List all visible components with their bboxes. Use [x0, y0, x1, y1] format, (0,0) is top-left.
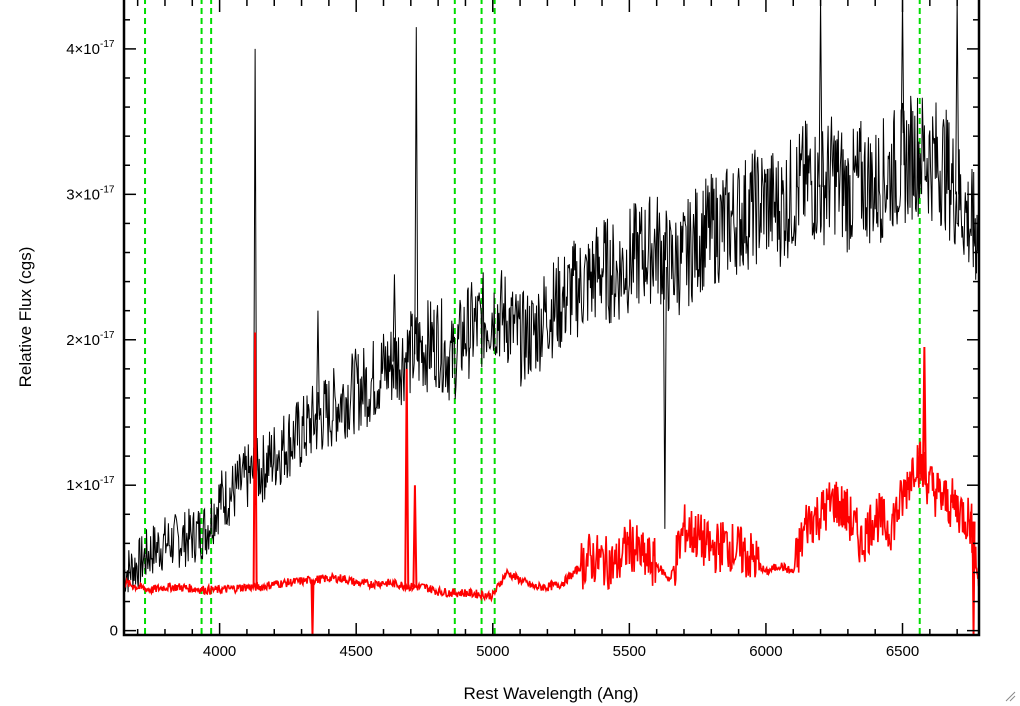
resize-grip-icon[interactable]	[1004, 690, 1016, 702]
series-1-spike-3	[921, 347, 927, 486]
x-axis-title: Rest Wavelength (Ang)	[463, 684, 638, 703]
y-tick-label: 2×10	[66, 332, 100, 349]
y-tick-exponent: -17	[100, 39, 115, 50]
y-tick-label: 3×10	[66, 186, 100, 203]
series-1-spike-0	[252, 332, 258, 588]
y-axis-ticks: 01×10 -172×10 -173×10 -174×10 -17	[66, 19, 979, 640]
y-tick-label: 4×10	[66, 41, 100, 58]
series-0-spike-2	[315, 310, 320, 420]
y-tick-label: 1×10	[66, 477, 100, 494]
y-tick-exponent: -17	[100, 184, 115, 195]
vertical-marker-lines	[144, 0, 921, 635]
series-1-dip-1	[971, 521, 976, 636]
plot-frame	[122, 0, 981, 637]
series-0-spike-1	[414, 27, 419, 355]
series-0-spike-6	[900, 0, 905, 166]
series-0-line	[123, 95, 980, 593]
y-tick-exponent: -17	[100, 330, 115, 341]
series-0-spike-3	[392, 274, 397, 362]
series-1-dip-0	[310, 579, 315, 636]
x-tick-label: 4000	[203, 643, 236, 660]
series-0-spike-4	[662, 267, 667, 529]
y-tick-label: 0	[110, 623, 118, 640]
series-0-spike-0	[253, 48, 258, 471]
series-1-spike-1	[404, 368, 410, 588]
x-tick-label: 6500	[886, 643, 919, 660]
x-tick-label: 5500	[613, 643, 646, 660]
x-tick-label: 4500	[340, 643, 373, 660]
y-axis-title: Relative Flux (cgs)	[16, 247, 35, 388]
x-tick-label: 6000	[749, 643, 782, 660]
series-0-spike-7	[955, 0, 960, 195]
x-axis-ticks: 4000 4500 5000 5500 6000 6500	[136, 0, 958, 660]
series-0-spike-5	[818, 0, 823, 188]
series-layer	[123, 0, 980, 636]
x-tick-label: 5000	[476, 643, 509, 660]
series-1-spike-2	[412, 485, 418, 588]
series-1-line	[124, 441, 980, 603]
y-tick-exponent: -17	[100, 475, 115, 486]
